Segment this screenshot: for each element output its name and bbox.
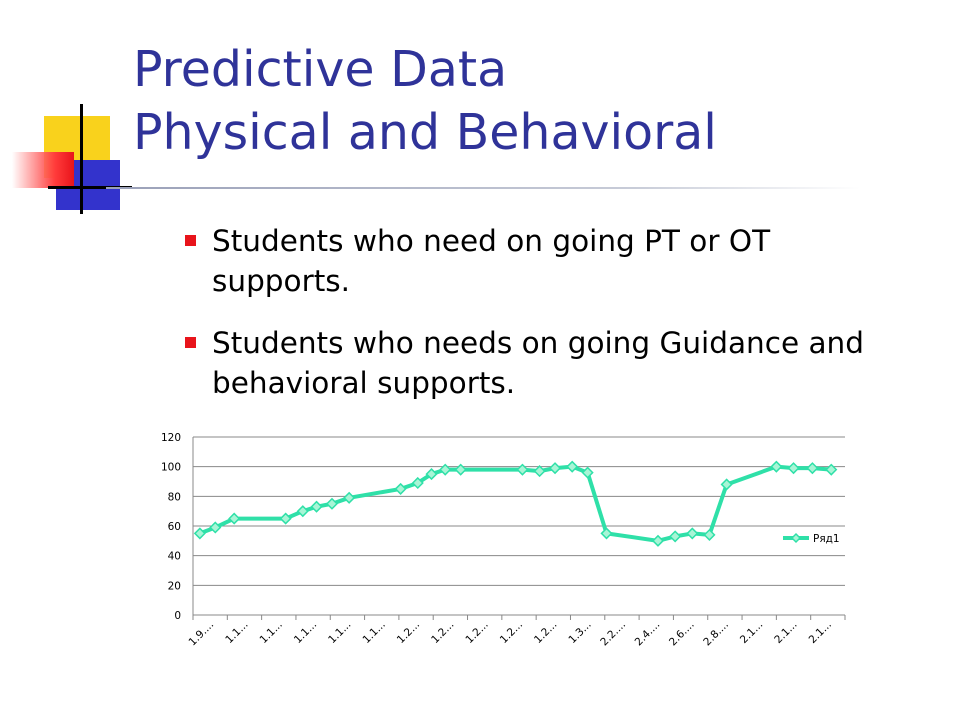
- bullet-marker: [185, 235, 196, 246]
- data-point-marker: [439, 463, 452, 476]
- data-point-marker: [651, 534, 665, 547]
- x-tick-label: 1.1...: [326, 619, 353, 646]
- data-point-marker: [279, 512, 292, 525]
- decor-red-bar: [12, 152, 74, 188]
- data-point-marker: [720, 478, 733, 491]
- legend-label: Ряд1: [813, 533, 840, 545]
- x-tick-label: 1.1...: [360, 619, 387, 646]
- data-point-marker: [228, 512, 241, 525]
- data-point-marker: [669, 530, 682, 543]
- y-tick-label: 0: [174, 610, 181, 622]
- data-point-marker: [581, 466, 594, 479]
- x-tick-label: 1.2...: [429, 619, 456, 646]
- data-point-marker: [516, 463, 529, 476]
- data-point-marker: [703, 528, 716, 541]
- series-line: [199, 464, 832, 543]
- bullet-item-1: Students who need on going PT or OT supp…: [212, 224, 771, 298]
- data-point-marker: [825, 463, 838, 476]
- title-underline: [106, 187, 860, 189]
- bullet-item-2: Students who needs on going Guidance and…: [212, 326, 864, 400]
- x-tick-label: 1.3...: [566, 619, 593, 646]
- legend-swatch-marker: [790, 532, 802, 544]
- data-point-marker: [394, 482, 407, 495]
- data-point-marker: [343, 491, 356, 504]
- data-point-marker: [770, 460, 783, 473]
- data-point-marker: [548, 462, 562, 475]
- y-tick-label: 120: [161, 432, 181, 444]
- decor-horizontal-line: [48, 186, 132, 189]
- decor-vertical-line: [80, 104, 83, 214]
- x-tick-label: 1.9....: [187, 619, 217, 649]
- data-point-marker: [325, 497, 339, 510]
- x-tick-label: 2.4....: [633, 619, 663, 649]
- data-point-marker: [310, 500, 323, 513]
- y-tick-label: 80: [168, 491, 181, 503]
- x-tick-label: 2.1...: [807, 619, 834, 646]
- data-point-marker: [425, 468, 438, 481]
- data-point-marker: [296, 505, 309, 518]
- x-tick-label: 2.8....: [701, 619, 731, 649]
- x-tick-label: 2.1...: [738, 619, 765, 646]
- y-tick-label: 20: [168, 580, 181, 592]
- data-point-marker: [600, 527, 613, 540]
- x-tick-label: 2.6....: [667, 619, 697, 649]
- y-tick-label: 40: [168, 551, 181, 563]
- data-point-marker: [533, 465, 546, 478]
- data-point-marker: [787, 462, 800, 475]
- x-tick-label: 1.1...: [292, 619, 319, 646]
- slide-title-line-2: Physical and Behavioral: [133, 104, 717, 161]
- x-tick-label: 1.2...: [463, 619, 490, 646]
- x-tick-label: 1.1...: [258, 619, 285, 646]
- x-tick-label: 2.1...: [772, 619, 799, 646]
- x-tick-label: 1.1...: [223, 619, 250, 646]
- data-point-marker: [193, 527, 206, 540]
- data-point-marker: [454, 463, 467, 476]
- x-tick-label: 1.2...: [532, 619, 559, 646]
- data-point-marker: [566, 460, 579, 473]
- y-tick-label: 100: [161, 462, 181, 474]
- data-point-marker: [411, 476, 424, 490]
- y-tick-label: 60: [168, 521, 181, 533]
- x-tick-label: 2.2....: [598, 619, 628, 649]
- data-point-marker: [209, 521, 222, 534]
- data-point-marker: [686, 527, 699, 540]
- data-point-marker: [806, 462, 819, 475]
- x-tick-label: 1.2...: [395, 619, 422, 646]
- x-tick-label: 1.2...: [498, 619, 525, 646]
- slide-title-line-1: Predictive Data: [133, 41, 508, 98]
- bullet-marker: [185, 337, 196, 348]
